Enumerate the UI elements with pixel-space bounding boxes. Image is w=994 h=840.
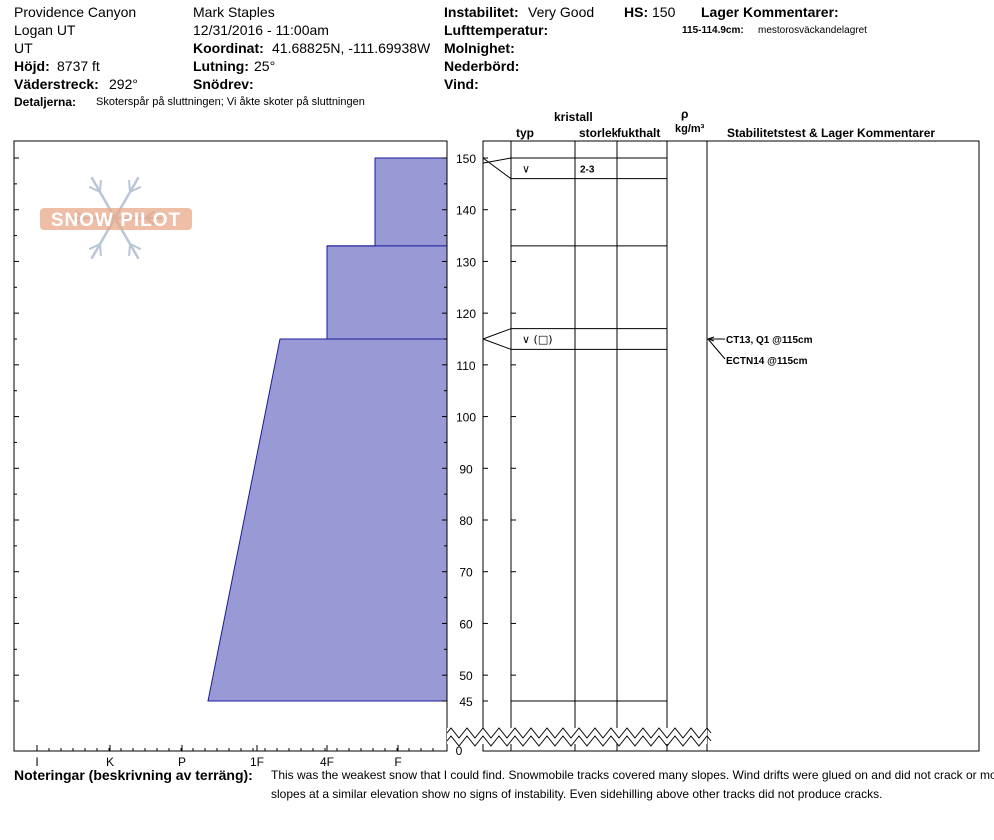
hardness-tick-label: P: [178, 755, 186, 769]
elevation-label: Höjd:: [14, 58, 50, 74]
aspect-value: 292°: [109, 76, 138, 92]
hardness-tick-label: 1F: [250, 755, 264, 769]
observer: Mark Staples: [193, 4, 275, 20]
snowflake-branch: [99, 179, 102, 193]
snowflake-branch: [88, 243, 101, 251]
height-tick-label: 100: [456, 411, 476, 425]
height-axis: 150 140 130 120 110 100 90 80 70 60 50 45 0 I K P 1F 4F F: [14, 152, 712, 769]
grain-type: ∨ (□): [522, 333, 553, 346]
axis-break-upper: [446, 727, 712, 739]
axis-break-lower: [446, 735, 712, 747]
snowflake-branch: [129, 243, 142, 251]
grain-columns: ∨ 2-3 ∨ (□): [482, 157, 667, 702]
notes-line-2: slopes at a similar elevation show no si…: [271, 787, 883, 801]
drift-label: Snödrev:: [193, 76, 254, 92]
coord-value: 41.68825N, -111.69938W: [272, 40, 431, 56]
wind-label: Vind:: [444, 76, 479, 92]
stability-tests: CT13, Q1 @115cm ECTN14 @115cm: [706, 335, 813, 367]
logo-text: SNOW PILOT: [51, 210, 181, 231]
coord-label: Koordinat:: [193, 40, 264, 56]
state: UT: [14, 40, 33, 56]
grain-size: 2-3: [580, 164, 595, 175]
layer-connector: [482, 157, 512, 180]
slope-label: Lutning:: [193, 58, 249, 74]
hardness-tick-label: F: [394, 755, 401, 769]
snowpilot-logo: SNOW PILOT: [40, 176, 192, 260]
stability-test-label: CT13, Q1 @115cm: [726, 335, 813, 346]
crystal-header: kristall: [554, 110, 593, 124]
chart-frames: [13, 140, 980, 752]
instability-value: Very Good: [528, 4, 595, 20]
location: Providence Canyon: [14, 4, 137, 20]
stability-header: Stabilitetstest & Lager Kommentarer: [727, 126, 936, 140]
snowflake-branch: [129, 185, 142, 193]
precip-label: Nederbörd:: [444, 58, 520, 74]
details-label: Detaljerna:: [14, 95, 77, 109]
layer-comment-text: mestorosväckandelagret: [758, 25, 867, 36]
airtemp-label: Lufttemperatur:: [444, 22, 549, 38]
height-tick-label: 90: [459, 462, 473, 476]
right-table-frame: [482, 140, 980, 752]
hardness-tick-label: K: [106, 755, 114, 769]
height-tick-label: 110: [456, 359, 475, 373]
layer-comment-range: 115-114.9cm:: [682, 25, 744, 36]
clouds-label: Molnighet:: [444, 40, 515, 56]
aspect-label: Väderstreck:: [14, 76, 99, 92]
hardness-area: [207, 157, 448, 702]
details-value: Skoterspår på sluttningen; Vi åkte skote…: [96, 96, 365, 108]
notes-line-1: This was the weakest snow that I could f…: [271, 768, 994, 782]
logo-band: [40, 208, 192, 230]
left-plot-frame: [13, 140, 448, 752]
snowflake-branch: [128, 243, 131, 257]
height-zero-label: 0: [456, 744, 463, 758]
height-tick-label: 80: [459, 514, 473, 528]
hardness-profile: [207, 157, 448, 702]
type-header: typ: [516, 126, 534, 140]
test-leader: [707, 338, 726, 360]
hs-value: 150: [652, 4, 676, 20]
height-tick-label: 150: [456, 152, 476, 166]
datetime: 12/31/2016 - 11:00am: [193, 22, 329, 38]
hardness-tick-label: I: [35, 755, 38, 769]
rho-header: ρ: [681, 107, 689, 121]
slope-value: 25°: [254, 58, 276, 74]
elevation-value: 8737 ft: [57, 58, 100, 74]
region: Logan UT: [14, 22, 76, 38]
height-tick-label: 120: [456, 307, 476, 321]
hardness-tick-label: 4F: [320, 755, 334, 769]
height-tick-label: 50: [459, 669, 473, 683]
height-tick-label: 140: [456, 204, 476, 218]
layer-comments-label: Lager Kommentarer:: [701, 4, 839, 20]
height-tick-label: 60: [459, 617, 473, 631]
hs-label: HS:: [624, 4, 649, 20]
snowflake-branch: [99, 243, 102, 257]
density-unit-header: kg/m³: [675, 123, 705, 135]
instability-label: Instabilitet:: [444, 4, 519, 20]
grain-type: ∨: [522, 162, 530, 175]
size-header: storlek: [579, 126, 617, 140]
snowflake-branch: [128, 179, 131, 193]
snowflake-branch: [88, 185, 101, 193]
height-tick-label: 70: [459, 566, 473, 580]
height-tick-label: 130: [456, 255, 476, 269]
moisture-header: fukthalt: [617, 126, 661, 140]
notes-label: Noteringar (beskrivning av terräng):: [14, 767, 253, 783]
layer-connector: [482, 328, 512, 350]
layer-connector: [482, 157, 512, 164]
height-tick-label: 45: [459, 695, 473, 709]
stability-test-label: ECTN14 @115cm: [726, 356, 808, 367]
